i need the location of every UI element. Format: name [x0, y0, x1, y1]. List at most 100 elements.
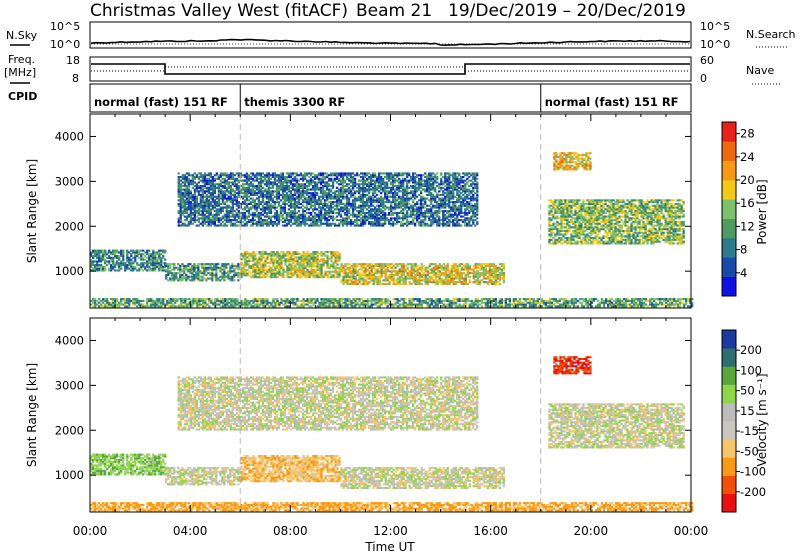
heatmap-cell — [96, 269, 99, 272]
heatmap-cell — [302, 261, 305, 264]
heatmap-cell — [270, 267, 273, 270]
heatmap-cell — [92, 269, 95, 272]
heatmap-cell — [354, 282, 357, 285]
heatmap-cell — [584, 206, 587, 209]
heatmap-cell — [120, 253, 123, 256]
heatmap-cell — [646, 235, 649, 238]
heatmap-cell — [229, 181, 232, 184]
heatmap-cell — [193, 206, 196, 209]
heatmap-cell — [480, 273, 483, 276]
heatmap-cell — [640, 231, 643, 234]
heatmap-cell — [610, 238, 613, 241]
heatmap-cell — [209, 210, 212, 213]
heatmap-cell — [320, 258, 323, 261]
heatmap-cell — [219, 224, 222, 227]
heatmap-cell — [482, 281, 485, 284]
heatmap-cell — [229, 219, 232, 222]
heatmap-cell — [378, 266, 381, 269]
heatmap-cell — [215, 275, 218, 278]
heatmap-cell — [596, 228, 599, 231]
heatmap-cell — [195, 199, 198, 202]
heatmap-cell — [193, 199, 196, 202]
heatmap-cell — [566, 215, 569, 218]
heatmap-cell — [430, 281, 433, 284]
heatmap-cell — [203, 195, 206, 198]
heatmap-cell — [199, 206, 202, 209]
heatmap-cell — [213, 273, 216, 276]
heatmap-cell — [310, 272, 313, 275]
heatmap-cell — [326, 261, 329, 264]
heatmap-cell — [313, 217, 317, 220]
heatmap-cell — [239, 215, 242, 218]
heatmap-cell — [130, 262, 133, 265]
heatmap-cell — [434, 279, 437, 282]
heatmap-cell — [225, 181, 228, 184]
heatmap-cell — [253, 199, 257, 202]
heatmap-cell — [189, 204, 192, 207]
heatmap-cell — [247, 219, 251, 222]
heatmap-cell — [309, 224, 313, 227]
heatmap-cell — [562, 202, 565, 205]
heatmap-cell — [640, 219, 643, 222]
heatmap-cell — [183, 177, 186, 180]
heatmap-cell — [578, 235, 581, 238]
heatmap-cell — [676, 199, 679, 202]
heatmap-cell — [116, 255, 119, 258]
heatmap-cell — [574, 199, 577, 202]
heatmap-cell — [304, 259, 307, 262]
heatmap-cell — [156, 264, 159, 267]
heatmap-cell — [678, 233, 681, 236]
heatmap-cell — [179, 266, 182, 269]
heatmap-cell — [578, 213, 581, 216]
heatmap-cell — [618, 201, 621, 204]
heatmap-cell — [674, 206, 677, 209]
heatmap-cell — [187, 195, 190, 198]
heatmap-cell — [670, 220, 673, 223]
heatmap-cell — [231, 211, 234, 214]
heatmap-cell — [322, 252, 325, 255]
heatmap-cell — [239, 206, 242, 209]
heatmap-cell — [262, 263, 265, 266]
heatmap-cell — [191, 195, 194, 198]
heatmap-cell — [185, 201, 188, 204]
heatmap-cell — [614, 202, 617, 205]
heatmap-cell — [293, 183, 297, 186]
heatmap-cell — [456, 273, 459, 276]
heatmap-cell — [308, 272, 311, 275]
heatmap-cell — [482, 266, 485, 269]
heatmap-cell — [271, 201, 275, 204]
heatmap-cell — [273, 204, 277, 207]
heatmap-cell — [257, 188, 261, 191]
heatmap-cell — [305, 192, 309, 195]
heatmap-cell — [486, 282, 489, 285]
heatmap-cell — [576, 206, 579, 209]
heatmap-cell — [604, 201, 607, 204]
heatmap-cell — [442, 279, 445, 282]
heatmap-cell — [270, 254, 273, 257]
heatmap-cell — [313, 219, 317, 222]
heatmap-cell — [185, 268, 188, 271]
heatmap-cell — [438, 263, 441, 266]
heatmap-cell — [296, 259, 299, 262]
heatmap-cell — [315, 176, 319, 179]
heatmap-cell — [318, 268, 321, 271]
heatmap-cell — [472, 281, 475, 284]
heatmap-cell — [494, 268, 497, 271]
heatmap-cell — [644, 224, 647, 227]
heatmap-cell — [193, 277, 196, 280]
heatmap-cell — [672, 204, 675, 207]
heatmap-cell — [191, 208, 194, 211]
heatmap-cell — [281, 215, 285, 218]
heatmap-cell — [146, 253, 149, 256]
heatmap-cell — [240, 272, 243, 275]
heatmap-cell — [301, 188, 305, 191]
heatmap-cell — [678, 220, 681, 223]
heatmap-cell — [219, 266, 222, 269]
heatmap-cell — [253, 179, 257, 182]
heatmap-cell — [644, 222, 647, 225]
heatmap-cell — [332, 265, 335, 268]
heatmap-cell — [396, 263, 399, 266]
heatmap-cell — [570, 233, 573, 236]
heatmap-cell — [205, 188, 208, 191]
heatmap-cell — [263, 222, 267, 225]
